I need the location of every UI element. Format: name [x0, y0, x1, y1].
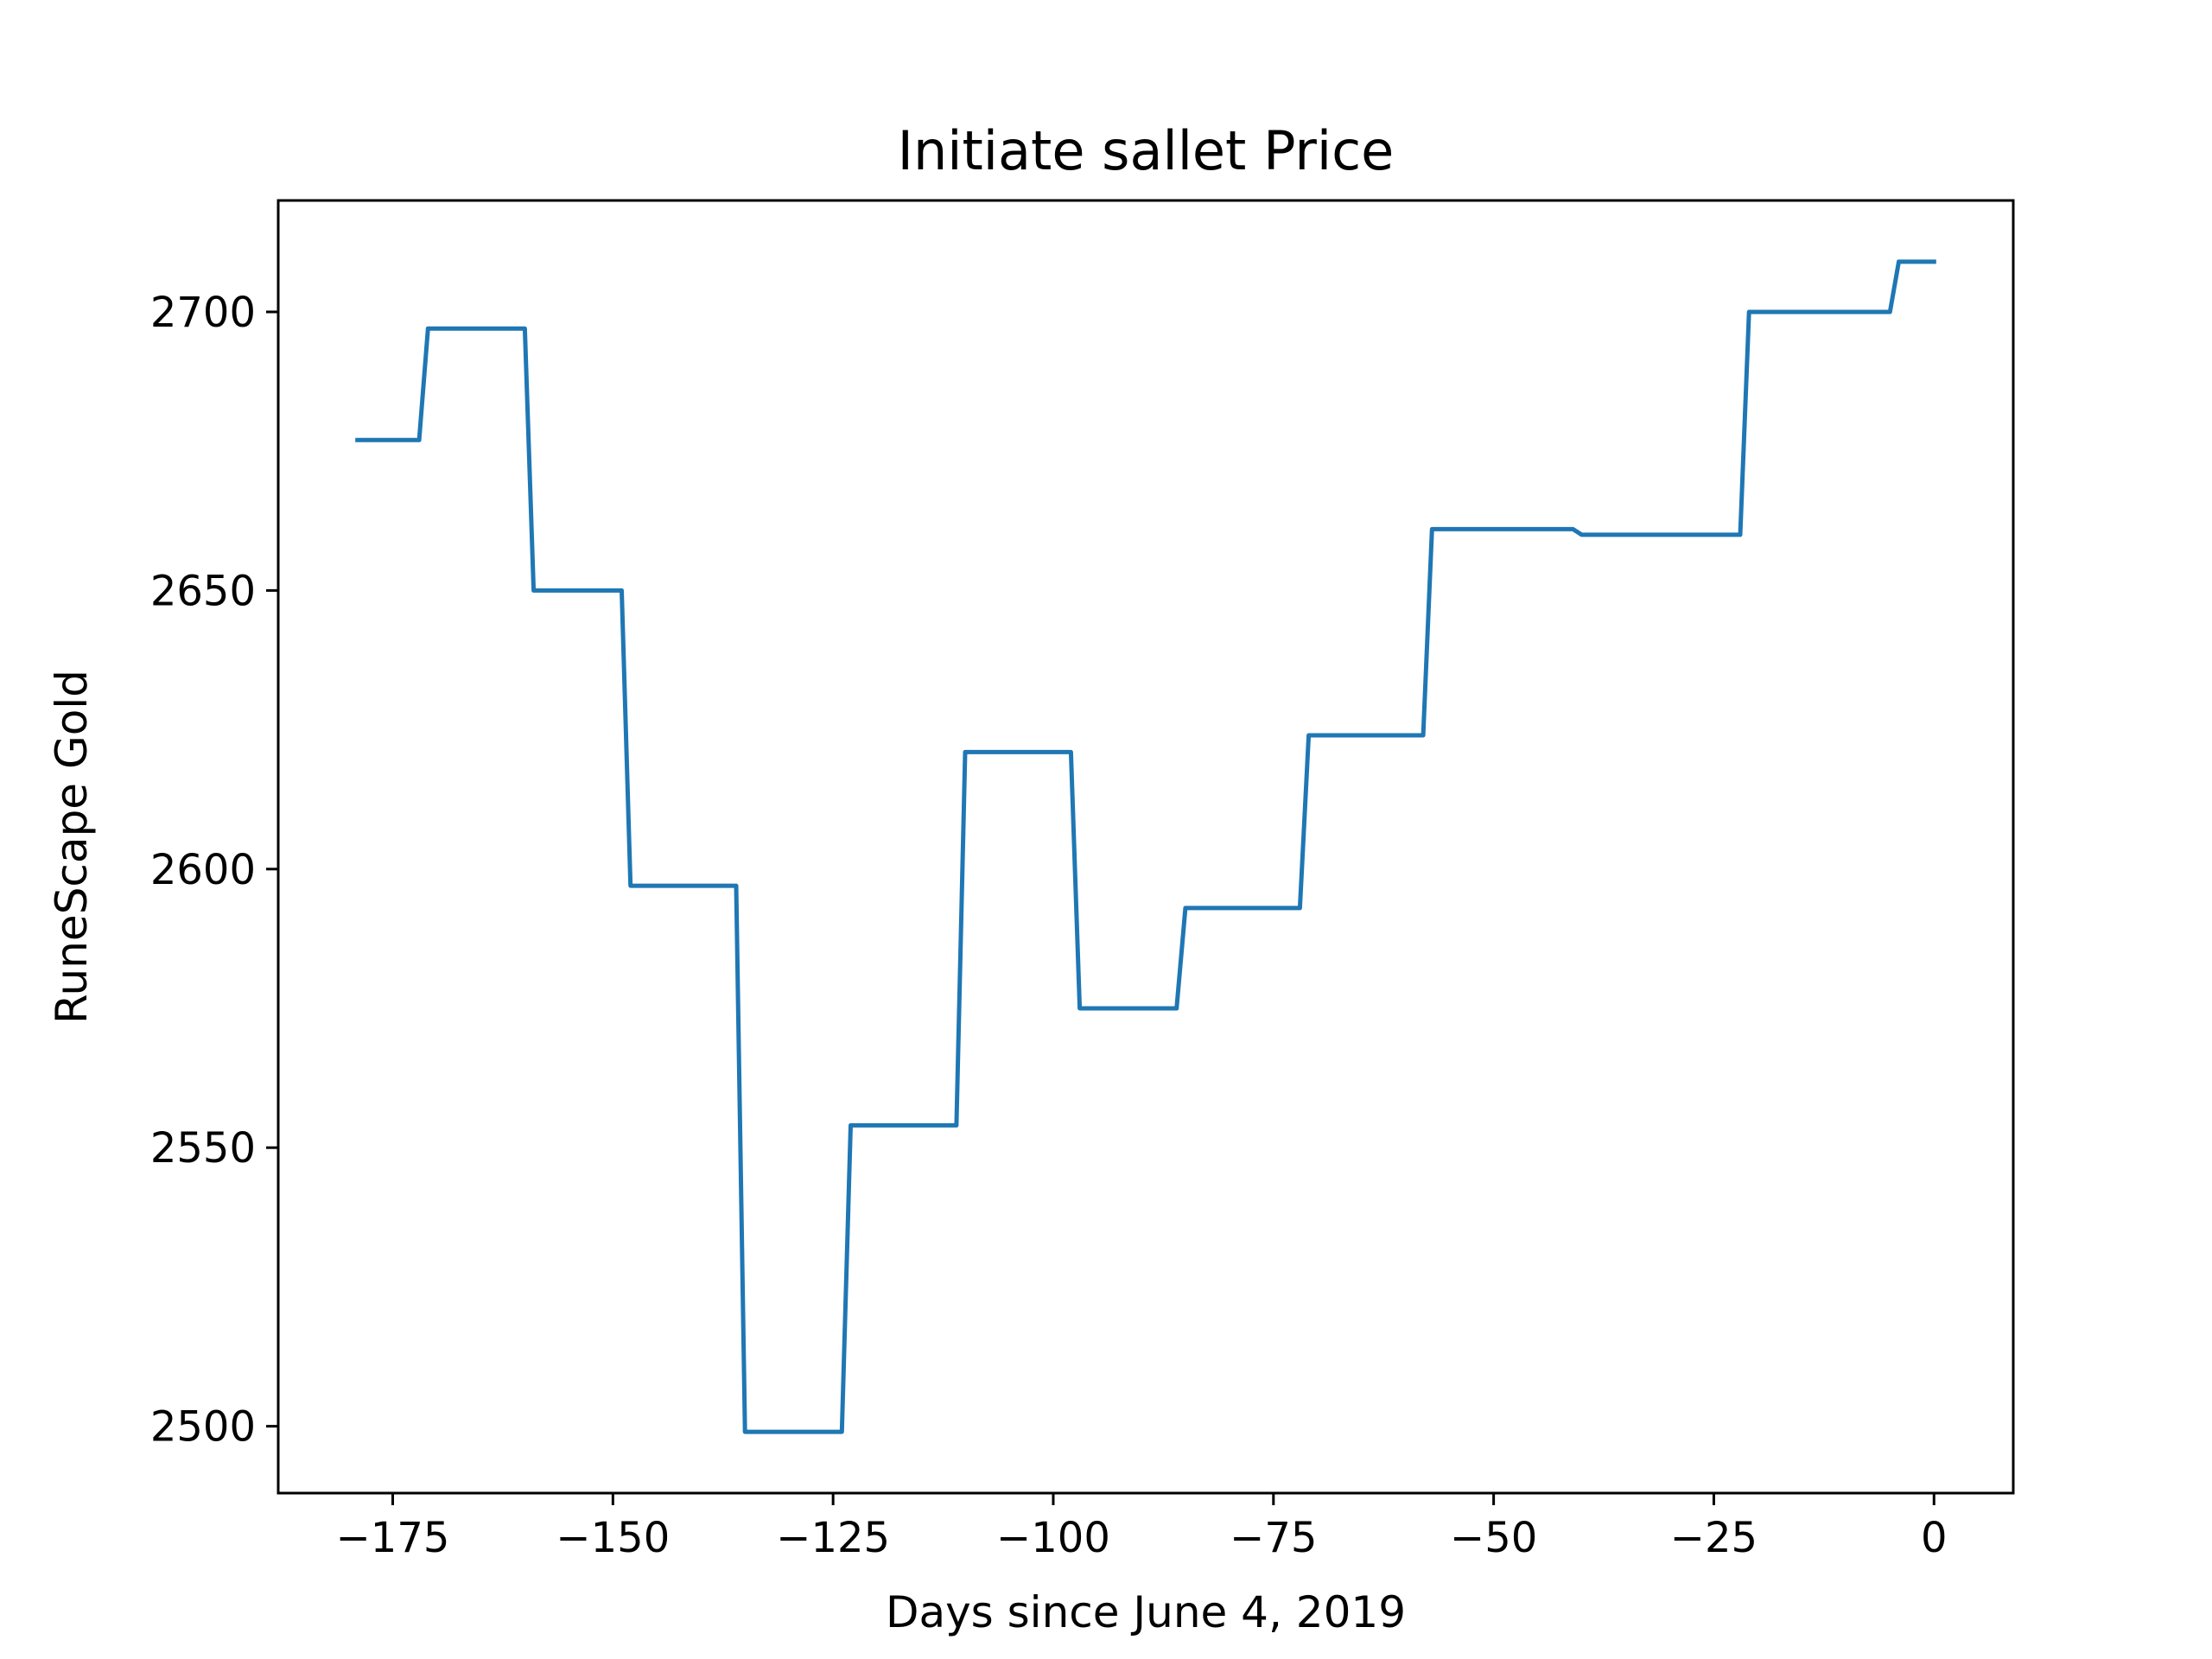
x-tick-label: 0 — [1921, 1514, 1948, 1562]
y-tick-label: 2650 — [150, 567, 256, 615]
price-series-line — [355, 259, 1936, 1434]
chart-title: Initiate sallet Price — [898, 119, 1395, 182]
x-tick-label: −75 — [1230, 1514, 1317, 1562]
x-axis-ticks: −175 −150 −125 −100 −75 −50 −25 0 — [336, 1493, 1948, 1562]
series-layer — [355, 259, 1936, 1434]
y-axis-ticks: 2500 2550 2600 2650 2700 — [150, 289, 278, 1452]
x-tick-label: −50 — [1450, 1514, 1537, 1562]
y-tick-label: 2700 — [150, 289, 256, 337]
y-tick-label: 2500 — [150, 1403, 256, 1452]
y-axis-label: RuneScape Gold — [47, 670, 97, 1024]
x-tick-label: −175 — [336, 1514, 450, 1562]
x-axis-label: Days since June 4, 2019 — [886, 1587, 1406, 1637]
y-tick-label: 2600 — [150, 846, 256, 894]
x-tick-label: −150 — [556, 1514, 670, 1562]
y-tick-label: 2550 — [150, 1124, 256, 1173]
plot-background — [278, 200, 2013, 1493]
x-tick-label: −125 — [776, 1514, 890, 1562]
axes-frame — [276, 199, 2015, 1495]
x-tick-label: −25 — [1670, 1514, 1758, 1562]
plot-area — [278, 200, 2013, 1493]
x-tick-label: −100 — [996, 1514, 1110, 1562]
